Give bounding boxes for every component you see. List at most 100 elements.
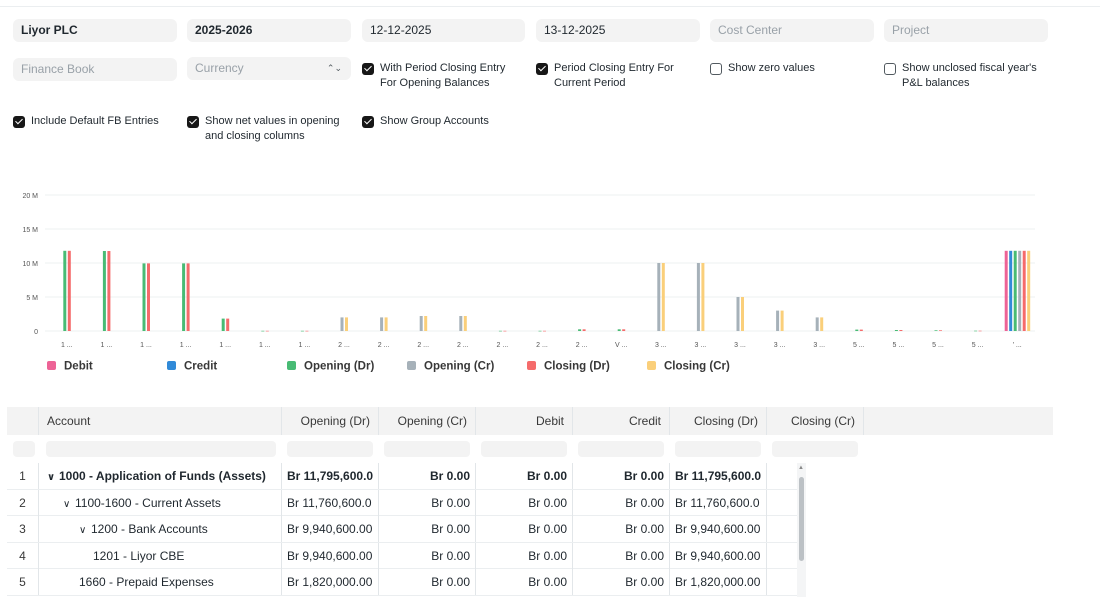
bar[interactable]: [538, 330, 542, 332]
filter-input-closing-cr[interactable]: [772, 441, 858, 457]
filter-input-rownum[interactable]: [13, 441, 35, 457]
header-credit[interactable]: Credit: [573, 407, 670, 435]
bar[interactable]: [102, 251, 106, 331]
header-account[interactable]: Account: [39, 407, 282, 435]
account-cell[interactable]: ∨ 1200 - Bank Accounts: [39, 516, 282, 542]
filter-input-debit[interactable]: [481, 441, 567, 457]
bar[interactable]: [503, 330, 507, 332]
checkbox-checked-icon[interactable]: [13, 116, 25, 128]
bar[interactable]: [63, 250, 67, 331]
bar[interactable]: [820, 317, 824, 331]
account-cell[interactable]: ∨ 1000 - Application of Funds (Assets): [39, 463, 282, 489]
bar[interactable]: [543, 330, 546, 332]
scroll-up-arrow-icon[interactable]: ▲: [798, 465, 804, 471]
bar[interactable]: [265, 330, 269, 332]
bar[interactable]: [300, 330, 304, 332]
bar[interactable]: [657, 263, 661, 331]
bar[interactable]: [380, 317, 384, 331]
bar[interactable]: [221, 318, 225, 331]
legend-item[interactable]: Debit: [47, 361, 93, 373]
bar[interactable]: [1009, 250, 1013, 331]
legend-item[interactable]: Credit: [167, 361, 217, 373]
bar[interactable]: [424, 316, 428, 331]
bar[interactable]: [701, 263, 705, 331]
checkbox-checked-icon[interactable]: [362, 63, 374, 75]
bar[interactable]: [1027, 250, 1031, 331]
header-closing-dr[interactable]: Closing (Dr): [670, 407, 767, 435]
checkbox-period-closing-opening[interactable]: With Period Closing Entry For Opening Ba…: [362, 61, 522, 91]
bar[interactable]: [498, 330, 502, 332]
filter-input-account[interactable]: [46, 441, 276, 457]
account-cell[interactable]: 1660 - Prepaid Expenses: [39, 569, 282, 595]
bar[interactable]: [974, 330, 978, 332]
header-opening-dr[interactable]: Opening (Dr): [282, 407, 379, 435]
bar[interactable]: [459, 316, 463, 331]
legend-item[interactable]: Closing (Dr): [527, 361, 610, 373]
checkbox-period-closing-current[interactable]: Period Closing Entry For Current Period: [536, 61, 696, 91]
filter-input-closing-dr[interactable]: [675, 441, 761, 457]
company-field[interactable]: Liyor PLC: [13, 19, 177, 42]
checkbox-show-net-values[interactable]: Show net values in opening and closing c…: [187, 114, 347, 144]
bar[interactable]: [305, 330, 309, 332]
checkbox-show-unclosed-pl[interactable]: Show unclosed fiscal year's P&L balances: [884, 61, 1054, 91]
checkbox-checked-icon[interactable]: [362, 116, 374, 128]
legend-item[interactable]: Closing (Cr): [647, 361, 730, 373]
checkbox-checked-icon[interactable]: [536, 63, 548, 75]
bar[interactable]: [780, 310, 784, 331]
bar[interactable]: [661, 263, 665, 331]
from-date-field[interactable]: 12-12-2025: [362, 19, 525, 42]
bar[interactable]: [67, 250, 71, 331]
bar[interactable]: [894, 330, 898, 331]
table-row[interactable]: 4 1201 - Liyor CBE Br 9,940,600.00 Br 0.00 B…: [7, 542, 806, 569]
bar[interactable]: [419, 316, 423, 331]
filter-input-opening-dr[interactable]: [287, 441, 373, 457]
header-debit[interactable]: Debit: [476, 407, 573, 435]
table-row[interactable]: 1 ∨ 1000 - Application of Funds (Assets) Br…: [7, 463, 806, 490]
filter-input-opening-cr[interactable]: [384, 441, 470, 457]
collapse-chevron-icon[interactable]: ∨: [47, 472, 56, 483]
project-field[interactable]: Project: [884, 19, 1048, 42]
header-closing-cr[interactable]: Closing (Cr): [767, 407, 864, 435]
bar[interactable]: [939, 330, 942, 331]
account-cell[interactable]: 1201 - Liyor CBE: [39, 542, 282, 569]
bar[interactable]: [776, 310, 780, 331]
scrollbar-thumb[interactable]: [799, 477, 804, 561]
checkbox-show-group-accounts[interactable]: Show Group Accounts: [362, 114, 522, 129]
bar[interactable]: [1013, 250, 1017, 331]
currency-select[interactable]: Currency ⌃⌄: [187, 57, 351, 80]
bar[interactable]: [736, 297, 740, 331]
bar[interactable]: [340, 317, 344, 331]
bar[interactable]: [815, 317, 819, 331]
collapse-chevron-icon[interactable]: ∨: [79, 525, 87, 536]
to-date-field[interactable]: 13-12-2025: [536, 19, 700, 42]
checkbox-unchecked-icon[interactable]: [884, 63, 896, 75]
checkbox-show-zero-values[interactable]: Show zero values: [710, 61, 870, 76]
fiscal-year-field[interactable]: 2025-2026: [187, 19, 351, 42]
bar[interactable]: [617, 329, 621, 331]
checkbox-include-default-fb[interactable]: Include Default FB Entries: [13, 114, 178, 129]
filter-input-credit[interactable]: [578, 441, 664, 457]
collapse-chevron-icon[interactable]: ∨: [63, 498, 71, 510]
bar[interactable]: [899, 330, 903, 331]
bar[interactable]: [855, 329, 859, 331]
checkbox-unchecked-icon[interactable]: [710, 63, 722, 75]
bar[interactable]: [696, 263, 700, 331]
bar[interactable]: [147, 263, 150, 331]
bar[interactable]: [384, 317, 388, 331]
finance-book-field[interactable]: Finance Book: [13, 58, 177, 81]
table-scrollbar[interactable]: ▲: [797, 463, 806, 597]
bar[interactable]: [186, 263, 190, 331]
bar[interactable]: [261, 330, 265, 332]
cost-center-field[interactable]: Cost Center: [710, 19, 874, 42]
bar[interactable]: [934, 330, 938, 331]
bar[interactable]: [622, 329, 626, 331]
bar[interactable]: [978, 330, 982, 332]
bar[interactable]: [1022, 250, 1026, 331]
bar[interactable]: [142, 263, 146, 331]
bar[interactable]: [578, 329, 582, 331]
bar[interactable]: [1004, 250, 1008, 331]
legend-item[interactable]: Opening (Dr): [287, 361, 374, 373]
bar[interactable]: [463, 316, 467, 331]
legend-item[interactable]: Opening (Cr): [407, 361, 494, 373]
bar[interactable]: [859, 329, 863, 331]
